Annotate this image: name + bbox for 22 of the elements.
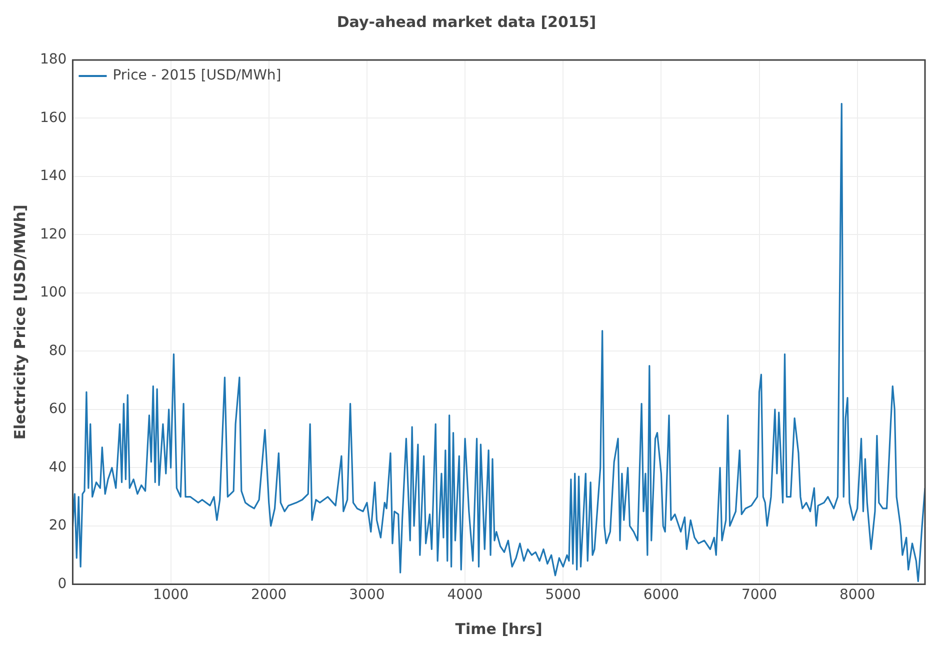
y-tick-label: 100 <box>40 284 67 301</box>
chart-title: Day-ahead market data [2015] <box>336 12 596 31</box>
x-axis-title: Time [hrs] <box>455 620 542 638</box>
x-tick-label: 4000 <box>447 587 483 604</box>
x-tick-label: 7000 <box>741 587 778 604</box>
y-tick-label: 60 <box>48 401 67 418</box>
x-tick-label: 3000 <box>349 587 385 604</box>
y-tick-label: 80 <box>48 342 67 359</box>
x-tick-label: 2000 <box>251 587 287 604</box>
y-axis-title: Electricity Price [USD/MWh] <box>10 204 29 440</box>
x-tick-label: 6000 <box>643 587 679 604</box>
legend-label: Price - 2015 [USD/MWh] <box>112 68 282 84</box>
y-tick-label: 20 <box>48 518 67 534</box>
y-tick-label: 40 <box>48 459 67 476</box>
x-tick-label: 8000 <box>840 587 876 604</box>
y-tick-label: 120 <box>40 226 67 242</box>
y-tick-label: 160 <box>40 110 67 126</box>
x-tick-label: 5000 <box>545 587 581 604</box>
x-tick-label: 1000 <box>152 587 189 604</box>
y-tick-label: 0 <box>58 576 67 592</box>
y-tick-label: 180 <box>40 52 67 68</box>
y-tick-label: 140 <box>40 168 67 184</box>
